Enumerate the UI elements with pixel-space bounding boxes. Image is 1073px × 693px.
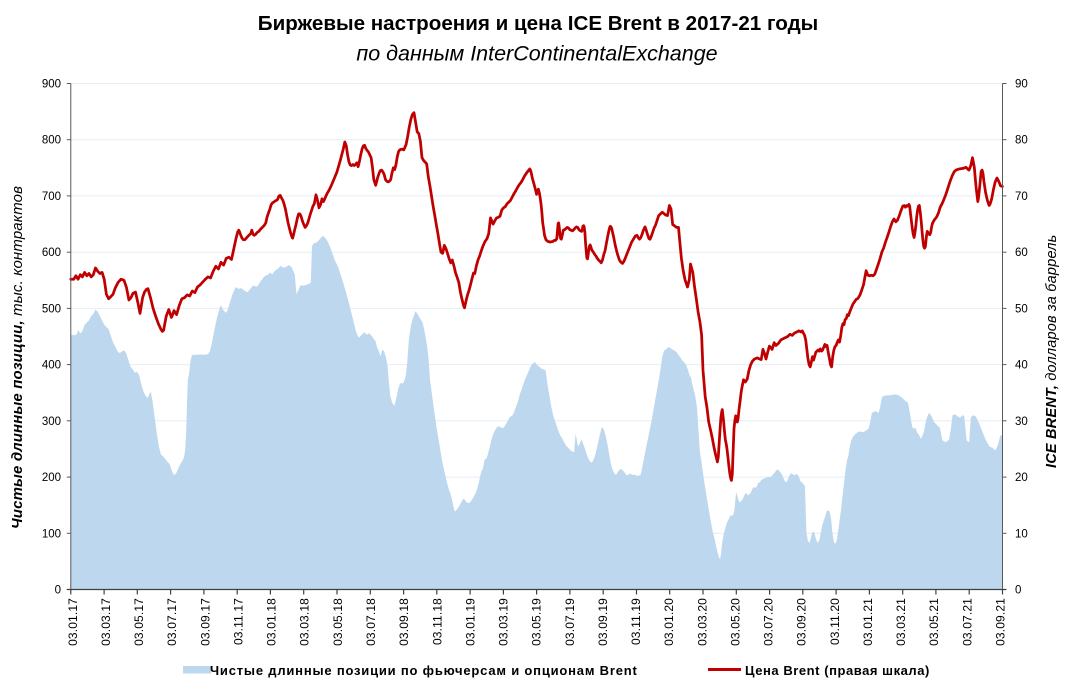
svg-text:50: 50 <box>1015 303 1028 315</box>
svg-text:03.03.17: 03.03.17 <box>99 598 113 646</box>
svg-text:200: 200 <box>42 472 61 484</box>
svg-text:03.07.18: 03.07.18 <box>364 598 378 646</box>
svg-text:300: 300 <box>42 416 61 428</box>
svg-text:400: 400 <box>42 360 61 372</box>
svg-text:100: 100 <box>42 528 61 540</box>
svg-text:03.01.19: 03.01.19 <box>463 598 477 646</box>
svg-text:03.07.21: 03.07.21 <box>960 598 974 646</box>
svg-text:03.11.18: 03.11.18 <box>430 598 444 645</box>
svg-text:700: 700 <box>42 191 61 203</box>
svg-text:03.07.17: 03.07.17 <box>165 598 179 646</box>
svg-text:Биржевые настроения и цена ICE: Биржевые настроения и цена ICE Brent в 2… <box>258 12 818 35</box>
svg-text:60: 60 <box>1015 247 1028 259</box>
svg-text:03.03.21: 03.03.21 <box>894 598 908 646</box>
svg-text:10: 10 <box>1015 528 1028 540</box>
svg-text:03.07.19: 03.07.19 <box>563 598 577 646</box>
svg-text:03.05.18: 03.05.18 <box>331 598 345 646</box>
svg-text:900: 900 <box>42 79 61 91</box>
svg-text:03.09.18: 03.09.18 <box>397 598 411 646</box>
svg-text:03.09.21: 03.09.21 <box>994 598 1008 646</box>
svg-text:03.01.18: 03.01.18 <box>265 598 279 646</box>
svg-text:Цена Brent (правая шкала): Цена Brent (правая шкала) <box>745 663 930 678</box>
svg-text:03.03.19: 03.03.19 <box>497 598 511 646</box>
svg-text:80: 80 <box>1015 135 1028 147</box>
svg-text:03.11.17: 03.11.17 <box>232 598 246 645</box>
svg-text:03.01.20: 03.01.20 <box>662 598 676 646</box>
svg-text:30: 30 <box>1015 416 1028 428</box>
svg-text:03.05.20: 03.05.20 <box>728 598 742 646</box>
svg-text:70: 70 <box>1015 191 1028 203</box>
svg-text:по данным InterContinentalExch: по данным InterContinentalExchange <box>356 42 717 66</box>
svg-text:800: 800 <box>42 135 61 147</box>
svg-text:03.09.17: 03.09.17 <box>198 598 212 646</box>
svg-text:03.01.17: 03.01.17 <box>66 598 80 646</box>
svg-text:03.09.19: 03.09.19 <box>596 598 610 646</box>
svg-text:03.09.20: 03.09.20 <box>795 598 809 646</box>
svg-text:03.07.20: 03.07.20 <box>762 598 776 646</box>
svg-text:03.01.21: 03.01.21 <box>861 598 875 646</box>
svg-text:40: 40 <box>1015 360 1028 372</box>
svg-text:ICE BRENT, долларов за баррель: ICE BRENT, долларов за баррель <box>1044 235 1060 468</box>
svg-text:Чистые длинные позиции, тыс. к: Чистые длинные позиции, тыс. контрактов <box>9 186 26 529</box>
svg-text:500: 500 <box>42 303 61 315</box>
svg-text:03.11.19: 03.11.19 <box>629 598 643 645</box>
svg-text:03.11.20: 03.11.20 <box>828 598 842 645</box>
svg-text:03.05.17: 03.05.17 <box>132 598 146 646</box>
svg-text:90: 90 <box>1015 79 1028 91</box>
svg-text:0: 0 <box>1015 585 1021 597</box>
svg-text:03.03.20: 03.03.20 <box>695 598 709 646</box>
svg-text:03.05.19: 03.05.19 <box>530 598 544 646</box>
svg-text:03.03.18: 03.03.18 <box>298 598 312 646</box>
svg-text:600: 600 <box>42 247 61 259</box>
svg-text:03.05.21: 03.05.21 <box>927 598 941 646</box>
svg-text:0: 0 <box>55 585 61 597</box>
svg-text:Чистые длинные позиции по фьюч: Чистые длинные позиции по фьючерсам и оп… <box>210 663 638 678</box>
svg-text:20: 20 <box>1015 472 1028 484</box>
